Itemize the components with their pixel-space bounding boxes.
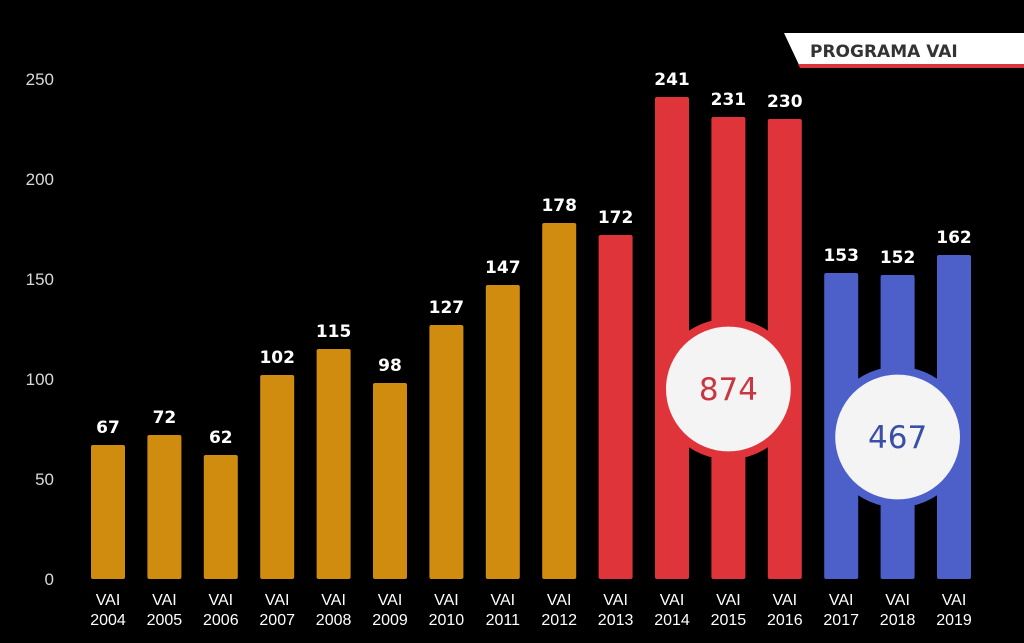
x-tick-label-line2: 2018: [880, 612, 916, 629]
bar-value-label: 231: [711, 90, 747, 110]
bar-value-label: 127: [429, 298, 465, 318]
bar: [542, 223, 577, 579]
x-tick-label-line2: 2014: [654, 612, 690, 629]
bar: [91, 445, 125, 579]
y-tick-label: 50: [35, 470, 54, 489]
x-tick-label-line2: 2008: [316, 612, 352, 629]
bar-value-label: 98: [378, 356, 402, 376]
bar: [485, 285, 520, 579]
x-tick-label-line1: VAI: [321, 592, 346, 609]
x-tick-label-line2: 2004: [90, 612, 126, 629]
x-tick-label-line1: VAI: [772, 592, 797, 609]
x-tick-label-line1: VAI: [96, 592, 121, 609]
x-tick-label-line2: 2007: [259, 612, 295, 629]
bar-value-label: 72: [153, 408, 177, 428]
x-tick-label-line1: VAI: [547, 592, 572, 609]
x-tick-label-line1: VAI: [490, 592, 515, 609]
bar-value-label: 62: [209, 428, 233, 448]
bar-value-label: 115: [316, 322, 352, 342]
bar-value-label: 67: [96, 418, 120, 438]
bar-value-label: 102: [259, 348, 295, 368]
x-tick-label-line2: 2009: [372, 612, 408, 629]
y-tick-label: 100: [26, 370, 54, 389]
y-axis: 0 50 100 150 200 250: [26, 70, 54, 589]
x-tick-label-line2: 2013: [598, 612, 634, 629]
x-tick-label-line1: VAI: [660, 592, 685, 609]
total-bubble: [666, 326, 791, 452]
bar: [655, 97, 689, 579]
x-tick-label-line1: VAI: [942, 592, 967, 609]
y-tick-label: 200: [26, 170, 54, 189]
x-tick-label-line1: VAI: [716, 592, 741, 609]
x-tick-label-line2: 2011: [486, 612, 521, 629]
x-tick-label-line2: 2015: [711, 612, 747, 629]
x-tick-label-line2: 2017: [823, 612, 859, 629]
x-tick-label-line1: VAI: [265, 592, 290, 609]
bar: [598, 235, 633, 579]
bar: [147, 435, 182, 579]
bar-value-label: 147: [485, 258, 521, 278]
x-tick-label-line2: 2012: [541, 612, 577, 629]
bar-value-label: 241: [654, 70, 690, 90]
x-tick-label-line1: VAI: [829, 592, 854, 609]
annotations: 874 467: [658, 318, 968, 508]
x-tick-label-line1: VAI: [603, 592, 628, 609]
bar-value-label: 230: [767, 92, 803, 112]
total-bubble: [835, 374, 960, 500]
value-labels: 67 72 62 102 115 98 127 147 178 172 241 231 230 153 15…: [96, 70, 972, 448]
x-tick-label-line2: 2019: [936, 612, 972, 629]
bar: [260, 375, 295, 579]
bar-value-label: 152: [880, 248, 916, 268]
y-tick-label: 250: [26, 70, 54, 89]
y-tick-label: 0: [45, 570, 54, 589]
x-tick-label-line1: VAI: [434, 592, 459, 609]
x-tick-label-line2: 2006: [203, 612, 239, 629]
bar-value-label: 178: [541, 196, 577, 216]
bar-value-label: 162: [936, 228, 972, 248]
bar: [316, 349, 351, 579]
bars: [91, 97, 971, 579]
bar-value-label: 153: [823, 246, 859, 266]
x-tick-label-line1: VAI: [208, 592, 233, 609]
bar: [203, 455, 238, 579]
bar: [373, 383, 407, 579]
bar-value-label: 172: [598, 208, 634, 228]
category-labels: VAI 2004 VAI 2005 VAI 2006 VAI 2007 VAI 2008 VAI 20…: [90, 592, 972, 629]
bar: [429, 325, 464, 579]
x-tick-label-line1: VAI: [378, 592, 403, 609]
x-tick-label-line2: 2010: [429, 612, 465, 629]
total-bubble-label: 874: [699, 372, 758, 408]
total-bubble-label: 467: [868, 420, 927, 456]
x-tick-label-line1: VAI: [152, 592, 177, 609]
x-tick-label-line1: VAI: [885, 592, 910, 609]
y-tick-label: 150: [26, 270, 54, 289]
x-tick-label-line2: 2005: [147, 612, 183, 629]
x-tick-label-line2: 2016: [767, 612, 803, 629]
